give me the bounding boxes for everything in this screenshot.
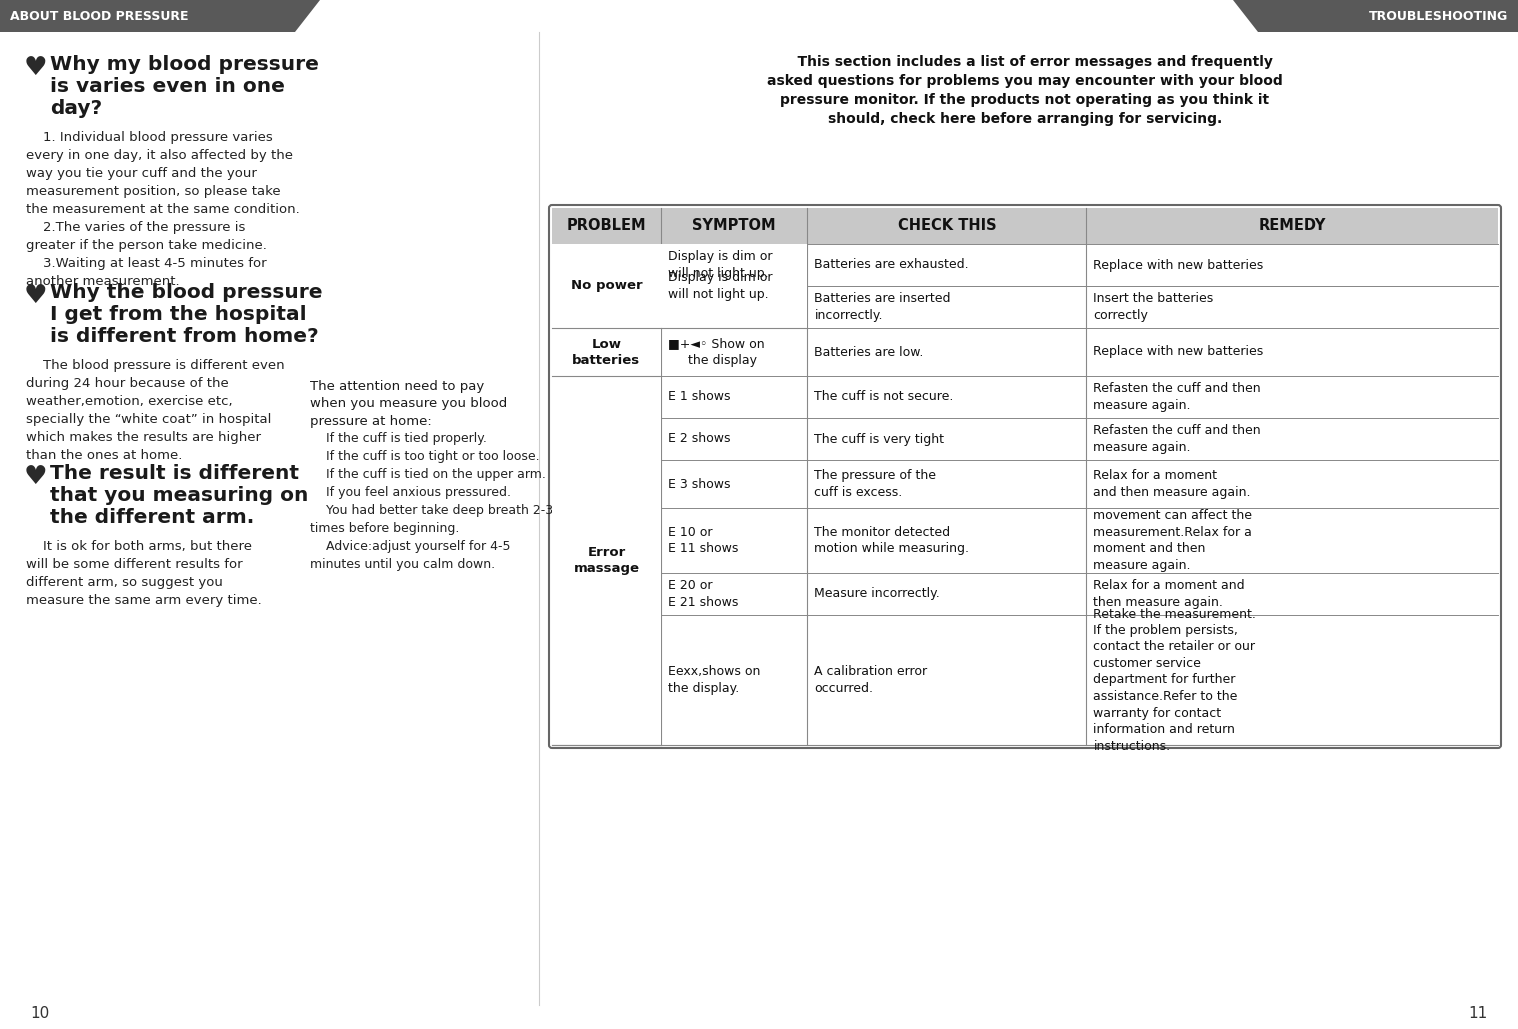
Text: ■+◄◦ Show on
     the display: ■+◄◦ Show on the display [668, 338, 765, 366]
Text: ♥: ♥ [24, 464, 47, 490]
Text: ABOUT BLOOD PRESSURE: ABOUT BLOOD PRESSURE [11, 9, 188, 23]
Text: E 2 shows: E 2 shows [668, 432, 730, 446]
Bar [660, 244, 808, 328]
Text: Retake the measurement.
If the problem persists,
contact the retailer or our
cus: Retake the measurement. If the problem p… [1093, 607, 1257, 752]
Text: Why the blood pressure
I get from the hospital
is different from home?: Why the blood pressure I get from the ho… [50, 283, 322, 346]
Text: Batteries are exhausted.: Batteries are exhausted. [815, 258, 968, 272]
Text: REMEDY: REMEDY [1258, 218, 1325, 234]
Text: Batteries are inserted
incorrectly.: Batteries are inserted incorrectly. [815, 292, 950, 322]
Text: 10: 10 [30, 1005, 49, 1021]
Bar [553, 208, 1498, 244]
Text: movement can affect the
measurement.Relax for a
moment and then
measure again.: movement can affect the measurement.Rela… [1093, 509, 1252, 572]
Text: It is ok for both arms, but there
will be some different results for
different a: It is ok for both arms, but there will b… [26, 540, 261, 607]
Text: Replace with new batteries: Replace with new batteries [1093, 346, 1264, 358]
Bar [553, 244, 660, 328]
Text: Insert the batteries
correctly: Insert the batteries correctly [1093, 292, 1214, 322]
Text: PROBLEM: PROBLEM [566, 218, 647, 234]
Text: Refasten the cuff and then
measure again.: Refasten the cuff and then measure again… [1093, 424, 1261, 454]
Text: Refasten the cuff and then
measure again.: Refasten the cuff and then measure again… [1093, 382, 1261, 412]
Text: E 10 or
E 11 shows: E 10 or E 11 shows [668, 526, 738, 556]
Text: E 1 shows: E 1 shows [668, 390, 730, 403]
Text: The cuff is very tight: The cuff is very tight [815, 432, 944, 446]
Text: 1. Individual blood pressure varies
every in one day, it also affected by the
wa: 1. Individual blood pressure varies ever… [26, 131, 299, 288]
Text: Measure incorrectly.: Measure incorrectly. [815, 588, 940, 601]
Text: SYMPTOM: SYMPTOM [692, 218, 776, 234]
Polygon shape [1233, 0, 1518, 32]
Text: 11: 11 [1469, 1005, 1488, 1021]
Polygon shape [0, 0, 320, 32]
Bar [553, 376, 660, 745]
Text: CHECK THIS: CHECK THIS [897, 218, 996, 234]
Text: ♥: ♥ [24, 55, 47, 81]
Text: The blood pressure is different even
during 24 hour because of the
weather,emoti: The blood pressure is different even dur… [26, 359, 285, 462]
Text: Low
batteries: Low batteries [572, 338, 641, 366]
Text: The monitor detected
motion while measuring.: The monitor detected motion while measur… [815, 526, 970, 556]
Text: Display is dim or
will not light up.: Display is dim or will not light up. [668, 272, 773, 300]
Text: Why my blood pressure
is varies even in one
day?: Why my blood pressure is varies even in … [50, 55, 319, 118]
Text: The cuff is not secure.: The cuff is not secure. [815, 390, 953, 403]
Text: If the cuff is tied properly.
    If the cuff is too tight or too loose.
    If : If the cuff is tied properly. If the cuf… [310, 432, 553, 571]
Text: Error
massage: Error massage [574, 546, 639, 575]
Text: Relax for a moment and
then measure again.: Relax for a moment and then measure agai… [1093, 579, 1245, 609]
Text: TROUBLESHOOTING: TROUBLESHOOTING [1369, 9, 1507, 23]
Text: The result is different
that you measuring on
the different arm.: The result is different that you measuri… [50, 464, 308, 527]
Text: Display is dim or
will not light up.: Display is dim or will not light up. [668, 250, 773, 280]
Text: A calibration error
occurred.: A calibration error occurred. [815, 666, 927, 695]
Text: The attention need to pay
when you measure you blood
pressure at home:: The attention need to pay when you measu… [310, 380, 507, 428]
Text: Relax for a moment
and then measure again.: Relax for a moment and then measure agai… [1093, 469, 1251, 499]
Text: ♥: ♥ [24, 283, 47, 309]
Text: E 3 shows: E 3 shows [668, 477, 730, 491]
Text: Eexx,shows on
the display.: Eexx,shows on the display. [668, 666, 761, 695]
Text: This section includes a list of error messages and frequently
asked questions fo: This section includes a list of error me… [767, 55, 1283, 126]
Text: No power: No power [571, 280, 642, 292]
Text: Replace with new batteries: Replace with new batteries [1093, 258, 1264, 272]
FancyBboxPatch shape [550, 205, 1501, 748]
Text: Batteries are low.: Batteries are low. [815, 346, 924, 358]
Bar [553, 328, 660, 376]
Text: The pressure of the
cuff is excess.: The pressure of the cuff is excess. [815, 469, 937, 499]
Text: E 20 or
E 21 shows: E 20 or E 21 shows [668, 579, 738, 609]
